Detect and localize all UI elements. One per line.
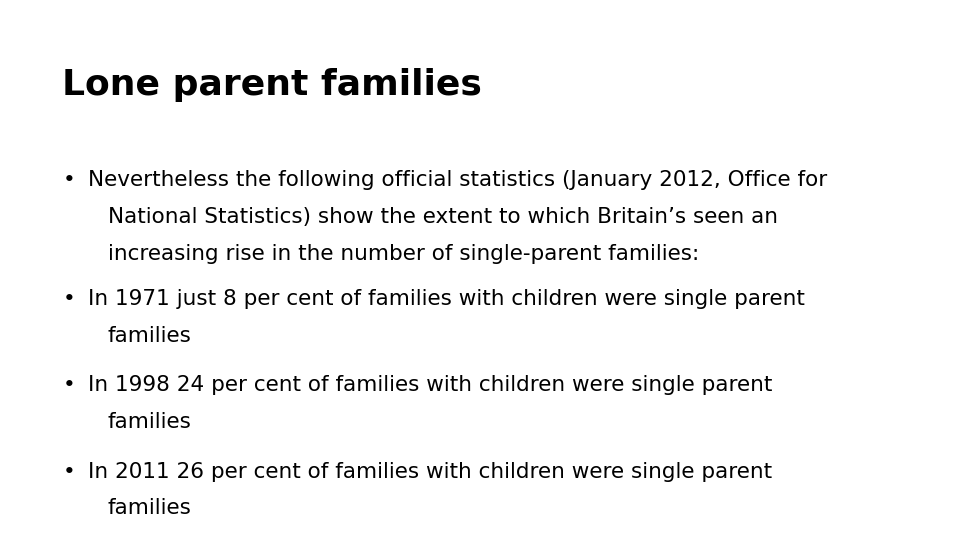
Text: •: • (62, 462, 75, 482)
Text: •: • (62, 170, 75, 190)
Text: families: families (108, 412, 191, 432)
Text: families: families (108, 498, 191, 518)
Text: National Statistics) show the extent to which Britain’s seen an: National Statistics) show the extent to … (108, 207, 778, 227)
Text: In 1971 just 8 per cent of families with children were single parent: In 1971 just 8 per cent of families with… (88, 289, 805, 309)
Text: Nevertheless the following official statistics (January 2012, Office for: Nevertheless the following official stat… (88, 170, 828, 190)
Text: In 2011 26 per cent of families with children were single parent: In 2011 26 per cent of families with chi… (88, 462, 773, 482)
Text: increasing rise in the number of single-parent families:: increasing rise in the number of single-… (108, 244, 699, 264)
Text: •: • (62, 375, 75, 395)
Text: Lone parent families: Lone parent families (62, 68, 482, 102)
Text: families: families (108, 326, 191, 346)
Text: In 1998 24 per cent of families with children were single parent: In 1998 24 per cent of families with chi… (88, 375, 773, 395)
Text: •: • (62, 289, 75, 309)
